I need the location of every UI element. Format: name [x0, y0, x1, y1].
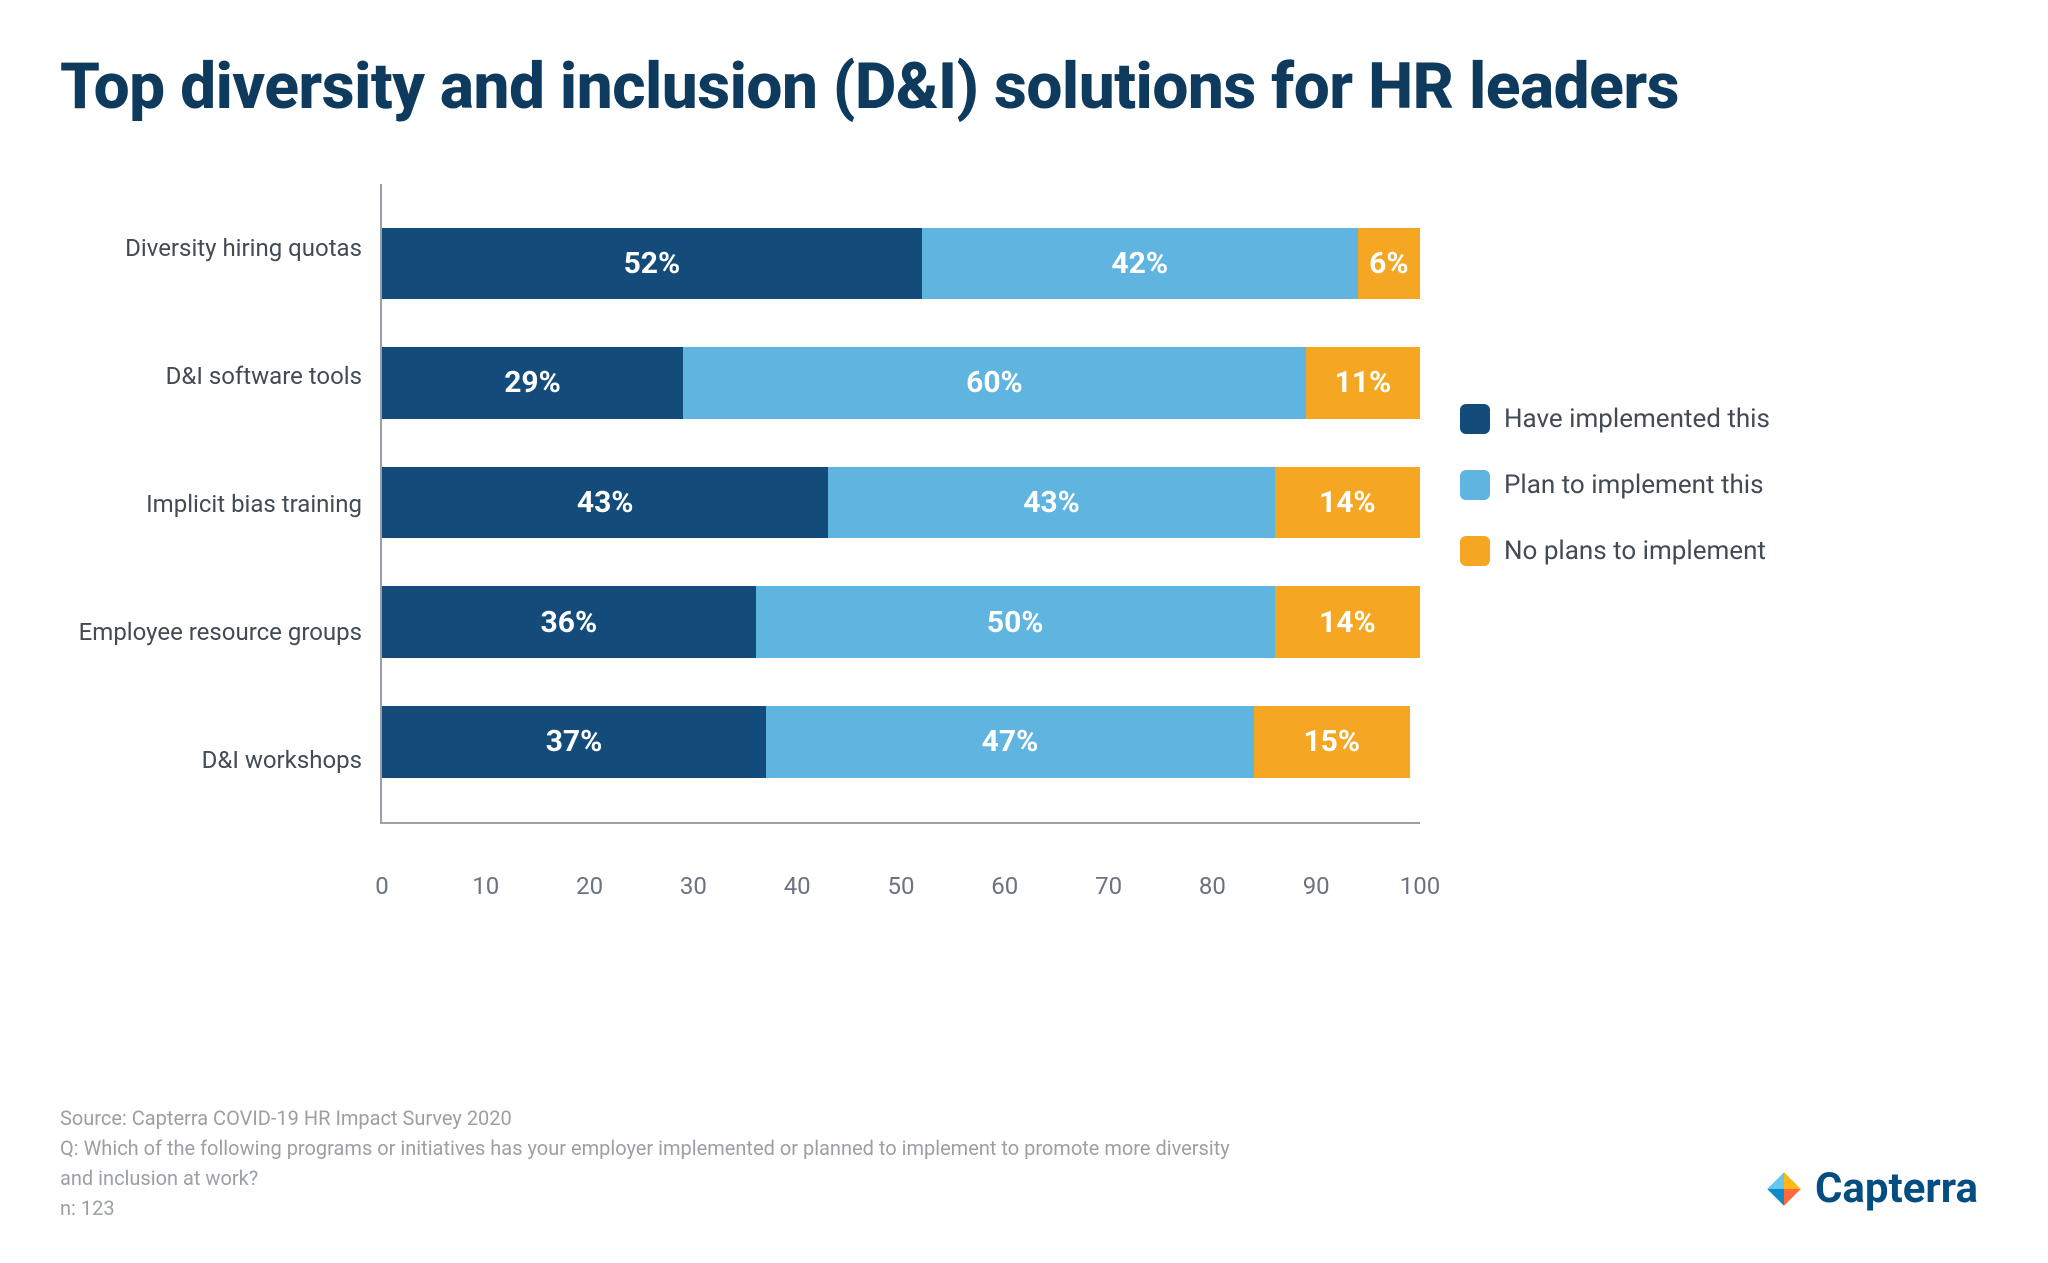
bar-row: 52%42%6% [382, 228, 1420, 300]
bar-row: 43%43%14% [382, 467, 1420, 539]
y-axis-label: Employee resource groups [60, 596, 362, 668]
bar-segment-implemented: 36% [382, 586, 756, 658]
legend-label: Have implemented this [1504, 404, 1770, 434]
bar-segment-implemented: 37% [382, 706, 766, 778]
legend-label: No plans to implement [1504, 536, 1766, 566]
chart-title: Top diversity and inclusion (D&I) soluti… [60, 50, 1988, 124]
x-axis-tick: 0 [375, 872, 389, 900]
x-axis-tick: 40 [784, 872, 811, 900]
y-axis-label: D&I software tools [60, 340, 362, 412]
bar-row: 37%47%15% [382, 706, 1420, 778]
legend-item: Have implemented this [1460, 404, 1770, 434]
footer-question: Q: Which of the following programs or in… [60, 1133, 1260, 1193]
bar-segment-plan: 47% [766, 706, 1254, 778]
legend-item: No plans to implement [1460, 536, 1770, 566]
y-axis-label: Diversity hiring quotas [60, 212, 362, 284]
legend-swatch [1460, 470, 1490, 500]
bar-segment-implemented: 29% [382, 347, 683, 419]
bar-segment-noplan: 6% [1358, 228, 1420, 300]
y-axis-label: Implicit bias training [60, 468, 362, 540]
plot-area: 52%42%6%29%60%11%43%43%14%36%50%14%37%47… [380, 184, 1420, 824]
x-axis-tick: 10 [472, 872, 499, 900]
footer-notes: Source: Capterra COVID-19 HR Impact Surv… [60, 1103, 1260, 1223]
legend-item: Plan to implement this [1460, 470, 1770, 500]
bar-segment-noplan: 15% [1254, 706, 1410, 778]
bar-segment-plan: 43% [828, 467, 1274, 539]
legend-label: Plan to implement this [1504, 470, 1764, 500]
legend-swatch [1460, 536, 1490, 566]
legend: Have implemented this Plan to implement t… [1460, 404, 1770, 566]
x-axis-tick: 90 [1303, 872, 1330, 900]
bar-segment-plan: 60% [683, 347, 1306, 419]
x-axis-tick: 30 [680, 872, 707, 900]
bar-segment-plan: 42% [922, 228, 1358, 300]
chart-area: Diversity hiring quotas D&I software tool… [60, 184, 1420, 824]
y-axis-labels: Diversity hiring quotas D&I software tool… [60, 184, 380, 824]
x-axis-tick: 60 [991, 872, 1018, 900]
x-axis-tick: 80 [1199, 872, 1226, 900]
logo-text: Capterra [1815, 1164, 1978, 1213]
footer-n: n: 123 [60, 1193, 1260, 1223]
x-axis-tick: 50 [888, 872, 915, 900]
bar-segment-plan: 50% [756, 586, 1275, 658]
bar-segment-noplan: 14% [1275, 467, 1420, 539]
x-axis-tick: 100 [1400, 872, 1440, 900]
bar-row: 29%60%11% [382, 347, 1420, 419]
logo-arrow-icon [1763, 1168, 1805, 1210]
bar-segment-implemented: 52% [382, 228, 922, 300]
bar-segment-implemented: 43% [382, 467, 828, 539]
y-axis-label: D&I workshops [60, 724, 362, 796]
brand-logo: Capterra [1763, 1164, 1978, 1213]
bar-row: 36%50%14% [382, 586, 1420, 658]
bar-segment-noplan: 14% [1275, 586, 1420, 658]
footer-source: Source: Capterra COVID-19 HR Impact Surv… [60, 1103, 1260, 1133]
legend-swatch [1460, 404, 1490, 434]
x-axis-tick: 20 [576, 872, 603, 900]
bars-container: 52%42%6%29%60%11%43%43%14%36%50%14%37%47… [382, 184, 1420, 822]
chart-container: Diversity hiring quotas D&I software tool… [60, 184, 1988, 824]
bar-segment-noplan: 11% [1306, 347, 1420, 419]
x-axis-tick: 70 [1095, 872, 1122, 900]
